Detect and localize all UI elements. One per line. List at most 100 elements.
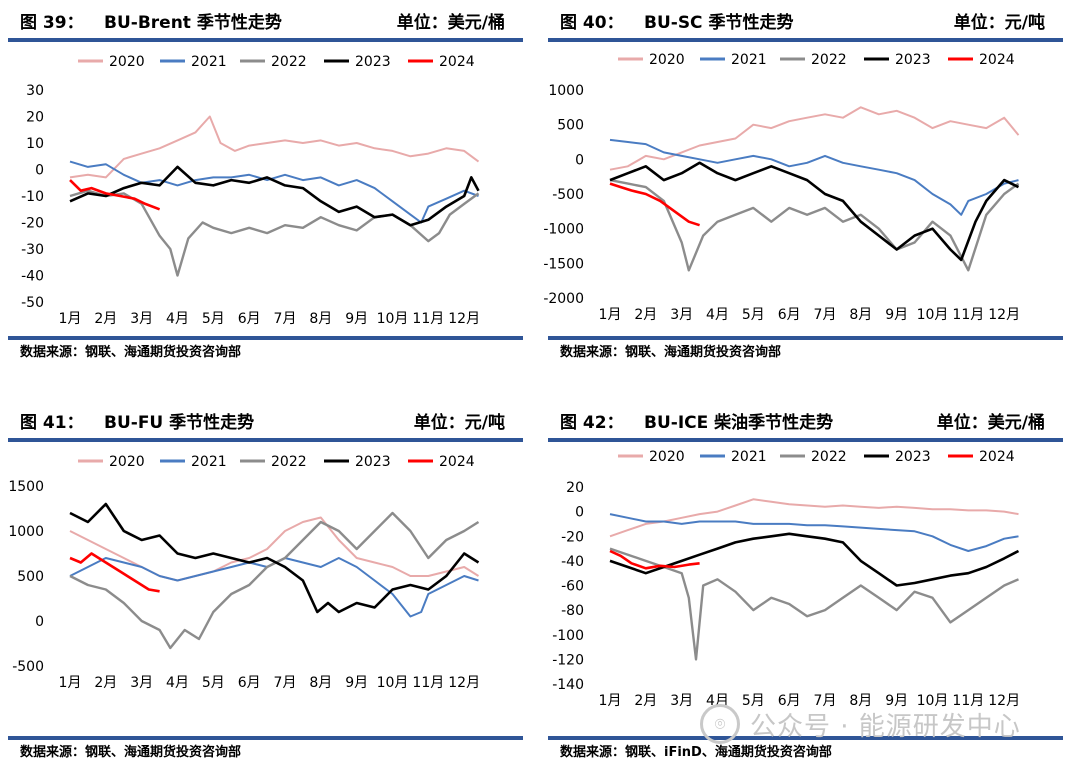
legend-label: 2024	[979, 52, 1015, 68]
y-tick-label: -40	[21, 269, 44, 285]
x-tick-label: 7月	[274, 311, 297, 327]
x-tick-label: 9月	[885, 693, 908, 709]
x-tick-label: 10月	[917, 693, 949, 709]
y-tick-label: 20	[566, 480, 584, 496]
x-tick-label: 3月	[670, 693, 693, 709]
legend-label: 2022	[271, 454, 307, 470]
x-tick-label: 12月	[988, 307, 1020, 323]
series-line-2023	[609, 532, 1020, 587]
figure-label: 图 39：	[20, 13, 84, 33]
chart-panel-4: 图 42： BU-ICE 柴油季节性走势 单位：美元/桶数据来源：钢联、iFinD、…	[548, 412, 1063, 760]
figure-title: BU-SC 季节性走势	[644, 12, 793, 33]
series-line-2022	[609, 178, 1020, 272]
x-tick-label: 7月	[814, 693, 837, 709]
x-tick-label: 3月	[130, 311, 153, 327]
x-tick-label: 8月	[309, 675, 332, 691]
x-tick-label: 4月	[706, 307, 729, 323]
y-tick-label: -140	[552, 677, 584, 693]
figure-label: 图 40：	[560, 13, 624, 33]
legend-label: 2020	[649, 449, 685, 465]
x-tick-label: 8月	[849, 693, 872, 709]
series-line-2022	[69, 511, 480, 650]
header-rule	[8, 38, 523, 42]
x-tick-label: 11月	[412, 311, 444, 327]
x-tick-label: 6月	[778, 307, 801, 323]
y-tick-label: -50	[21, 295, 44, 311]
y-tick-label: 20	[26, 110, 44, 126]
x-tick-label: 2月	[94, 675, 117, 691]
y-tick-label: 500	[557, 118, 584, 134]
watermark-text: 公众号 · 能源研发中心	[750, 711, 1021, 742]
source-note: 数据来源：钢联、海通期货投资咨询部	[20, 744, 241, 760]
y-tick-label: -100	[552, 628, 584, 644]
series-line-2024	[69, 552, 160, 593]
figure-title: BU-Brent 季节性走势	[104, 12, 282, 33]
x-tick-label: 12月	[988, 693, 1020, 709]
y-tick-label: -10	[21, 189, 44, 205]
y-tick-label: 1000	[548, 83, 584, 99]
x-tick-label: 5月	[202, 311, 225, 327]
x-tick-label: 6月	[238, 311, 261, 327]
unit-label: 单位：美元/桶	[937, 412, 1045, 433]
y-tick-label: -30	[21, 242, 44, 258]
x-tick-label: 1月	[599, 693, 622, 709]
legend-label: 2022	[271, 54, 307, 70]
series-line-2024	[69, 179, 161, 211]
y-tick-label: 500	[17, 569, 44, 585]
y-tick-label: 30	[26, 83, 44, 99]
x-tick-label: 2月	[634, 307, 657, 323]
source-note: 数据来源：钢联、海通期货投资咨询部	[560, 344, 781, 360]
legend-label: 2023	[355, 454, 391, 470]
legend-label: 2021	[731, 449, 767, 465]
series-line-2023	[609, 161, 1020, 262]
x-tick-label: 10月	[377, 311, 409, 327]
footer-rule	[8, 336, 523, 340]
x-tick-label: 4月	[166, 311, 189, 327]
y-tick-label: 1500	[8, 479, 44, 495]
x-tick-label: 2月	[94, 311, 117, 327]
x-tick-label: 1月	[59, 311, 82, 327]
series-line-2021	[609, 513, 1019, 552]
x-tick-label: 3月	[130, 675, 153, 691]
y-tick-label: 0	[35, 614, 44, 630]
x-tick-label: 7月	[274, 675, 297, 691]
unit-label: 单位：美元/桶	[397, 12, 505, 33]
footer-rule	[8, 736, 523, 740]
series-line-2020	[609, 106, 1020, 171]
unit-label: 单位：元/吨	[414, 412, 505, 433]
y-tick-label: 0	[575, 505, 584, 521]
series-line-2023	[69, 502, 480, 614]
series-line-2020	[69, 115, 480, 179]
x-tick-label: 11月	[952, 307, 984, 323]
x-tick-label: 11月	[412, 675, 444, 691]
x-tick-label: 5月	[742, 693, 765, 709]
series-line-2021	[69, 160, 479, 224]
x-tick-label: 10月	[917, 307, 949, 323]
header-rule	[8, 438, 523, 442]
x-tick-label: 12月	[448, 675, 480, 691]
y-tick-label: 0	[35, 163, 44, 179]
x-tick-label: 7月	[814, 307, 837, 323]
x-tick-label: 1月	[59, 675, 82, 691]
x-tick-label: 2月	[634, 693, 657, 709]
y-tick-label: 0	[575, 152, 584, 168]
x-tick-label: 9月	[345, 675, 368, 691]
legend-label: 2021	[191, 454, 227, 470]
figure-label: 图 41：	[20, 413, 84, 433]
series-line-2023	[69, 165, 480, 227]
figure-title: BU-FU 季节性走势	[104, 412, 254, 433]
y-tick-label: -20	[21, 216, 44, 232]
x-tick-label: 6月	[238, 675, 261, 691]
y-tick-label: -80	[561, 603, 584, 619]
legend-label: 2020	[109, 54, 145, 70]
legend-label: 2021	[731, 52, 767, 68]
x-tick-label: 8月	[849, 307, 872, 323]
x-tick-label: 1月	[599, 307, 622, 323]
x-tick-label: 5月	[742, 307, 765, 323]
wechat-icon: ⌾	[700, 704, 740, 744]
y-tick-label: -2000	[543, 291, 584, 307]
header-rule	[548, 438, 1063, 442]
series-line-2024	[609, 549, 700, 570]
